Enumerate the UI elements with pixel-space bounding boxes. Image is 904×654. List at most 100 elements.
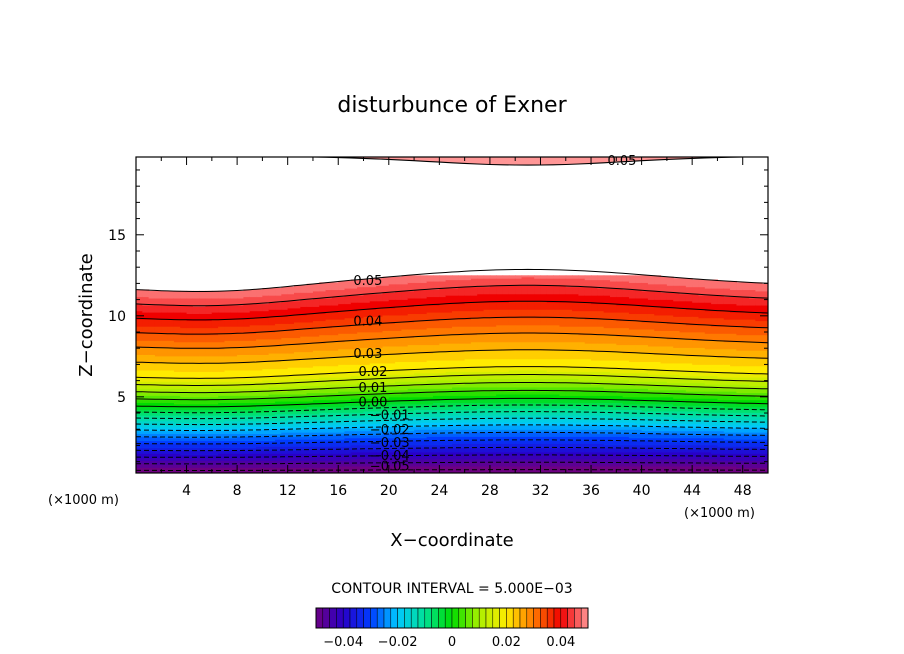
contour-fill-cell (186, 316, 194, 319)
contour-fill-cell (199, 398, 207, 401)
contour-fill-cell (249, 454, 257, 457)
contour-fill-cell (218, 447, 226, 450)
contour-fill-cell (218, 290, 226, 293)
contour-fill-cell (186, 422, 194, 425)
contour-fill-cell (136, 439, 143, 442)
contour-fill-cell (142, 467, 150, 470)
contour-fill-cell (192, 299, 200, 302)
contour-fill-cell (205, 293, 213, 296)
contour-fill-cell (136, 461, 143, 464)
contour-fill-cell (186, 432, 194, 435)
contour-fill-cell (167, 422, 175, 425)
contour-fill-cell (161, 426, 169, 429)
contour-fill-cell (211, 412, 219, 415)
contour-fill-cell (243, 416, 251, 419)
contour-fill-cell (154, 388, 162, 391)
contour-fill-cell (224, 412, 232, 415)
contour-fill-cell (218, 310, 226, 313)
contour-fill-cell (230, 345, 238, 348)
contour-fill-cell (161, 300, 169, 303)
contour-fill-cell (161, 424, 169, 427)
contour-fill-cell (237, 368, 245, 371)
contour-fill-cell (154, 454, 162, 457)
contour-fill-cell (243, 439, 251, 442)
contour-fill-cell (224, 441, 232, 444)
contour-fill-cell (218, 465, 226, 468)
contour-fill-cell (218, 327, 226, 330)
contour-fill-cell (173, 304, 181, 307)
contour-fill-cell (136, 423, 143, 426)
contour-fill-cell (199, 343, 207, 346)
contour-fill-cell (154, 334, 162, 337)
contour-fill-cell (148, 382, 156, 385)
contour-fill-cell (224, 464, 232, 467)
contour-fill-cell (186, 408, 194, 411)
contour-fill-cell (205, 302, 213, 305)
contour-fill-cell (173, 309, 181, 312)
contour-fill-cell (180, 379, 188, 382)
contour-fill-cell (136, 320, 143, 323)
contour-fill-cell (154, 434, 162, 437)
contour-fill-cell (256, 433, 263, 436)
contour-fill-cell (161, 364, 169, 367)
contour-fill-cell (192, 309, 200, 312)
contour-fill-cell (167, 378, 175, 381)
contour-fill-cell (154, 309, 162, 312)
contour-fill-cell (249, 396, 257, 399)
contour-fill-cell (243, 372, 251, 375)
contour-fill-cell (237, 319, 245, 322)
contour-fill-cell (148, 468, 156, 471)
contour-fill-cell (256, 464, 263, 467)
contour-fill-cell (192, 328, 200, 331)
contour-fill-cell (218, 296, 226, 299)
contour-fill-cell (249, 309, 257, 312)
contour-fill-cell (211, 447, 219, 450)
contour-fill-cell (161, 296, 169, 299)
contour-fill-cell (161, 393, 169, 396)
contour-fill-cell (167, 327, 175, 330)
contour-fill-cell (161, 352, 169, 355)
contour-fill-cell (142, 430, 150, 433)
contour-fill-cell (199, 317, 207, 320)
contour-fill-cell (249, 314, 257, 317)
contour-fill-cell (136, 447, 143, 450)
contour-fill-cell (167, 393, 175, 396)
contour-fill-cell (218, 439, 226, 442)
contour-fill-cell (230, 389, 238, 392)
contour-fill-cell (142, 420, 150, 423)
contour-fill-cell (256, 409, 263, 412)
contour-fill-cell (224, 328, 232, 331)
contour-fill-cell (136, 336, 143, 339)
contour-fill-cell (173, 351, 181, 354)
contour-fill-cell (154, 350, 162, 353)
contour-fill-cell (224, 415, 232, 418)
contour-fill-cell (192, 313, 200, 316)
contour-fill-cell (218, 338, 226, 341)
contour-fill-cell (237, 470, 245, 473)
contour-fill-cell (256, 441, 263, 444)
contour-fill-cell (136, 385, 143, 388)
contour-fill-cell (211, 375, 219, 378)
contour-fill-cell (161, 310, 169, 313)
contour-fill-cell (211, 443, 219, 446)
contour-fill-cell (180, 341, 188, 344)
contour-fill-cell (161, 323, 169, 326)
contour-fill-cell (237, 432, 245, 435)
contour-fill-cell (211, 450, 219, 453)
contour-fill-cell (173, 408, 181, 411)
contour-fill-cell (199, 439, 207, 442)
contour-fill-cell (142, 439, 150, 442)
contour-fill-cell (173, 402, 181, 405)
contour-fill-cell (218, 453, 226, 456)
contour-fill-cell (218, 408, 226, 411)
contour-fill-cell (230, 371, 238, 374)
contour-fill-cell (211, 300, 219, 303)
contour-fill-cell (136, 426, 143, 429)
contour-fill-cell (205, 340, 213, 343)
contour-fill-cell (199, 433, 207, 436)
contour-fill-cell (211, 350, 219, 353)
contour-fill-cell (180, 389, 188, 392)
contour-fill-cell (154, 419, 162, 422)
contour-fill-cell (136, 393, 143, 396)
contour-fill-cell (218, 412, 226, 415)
